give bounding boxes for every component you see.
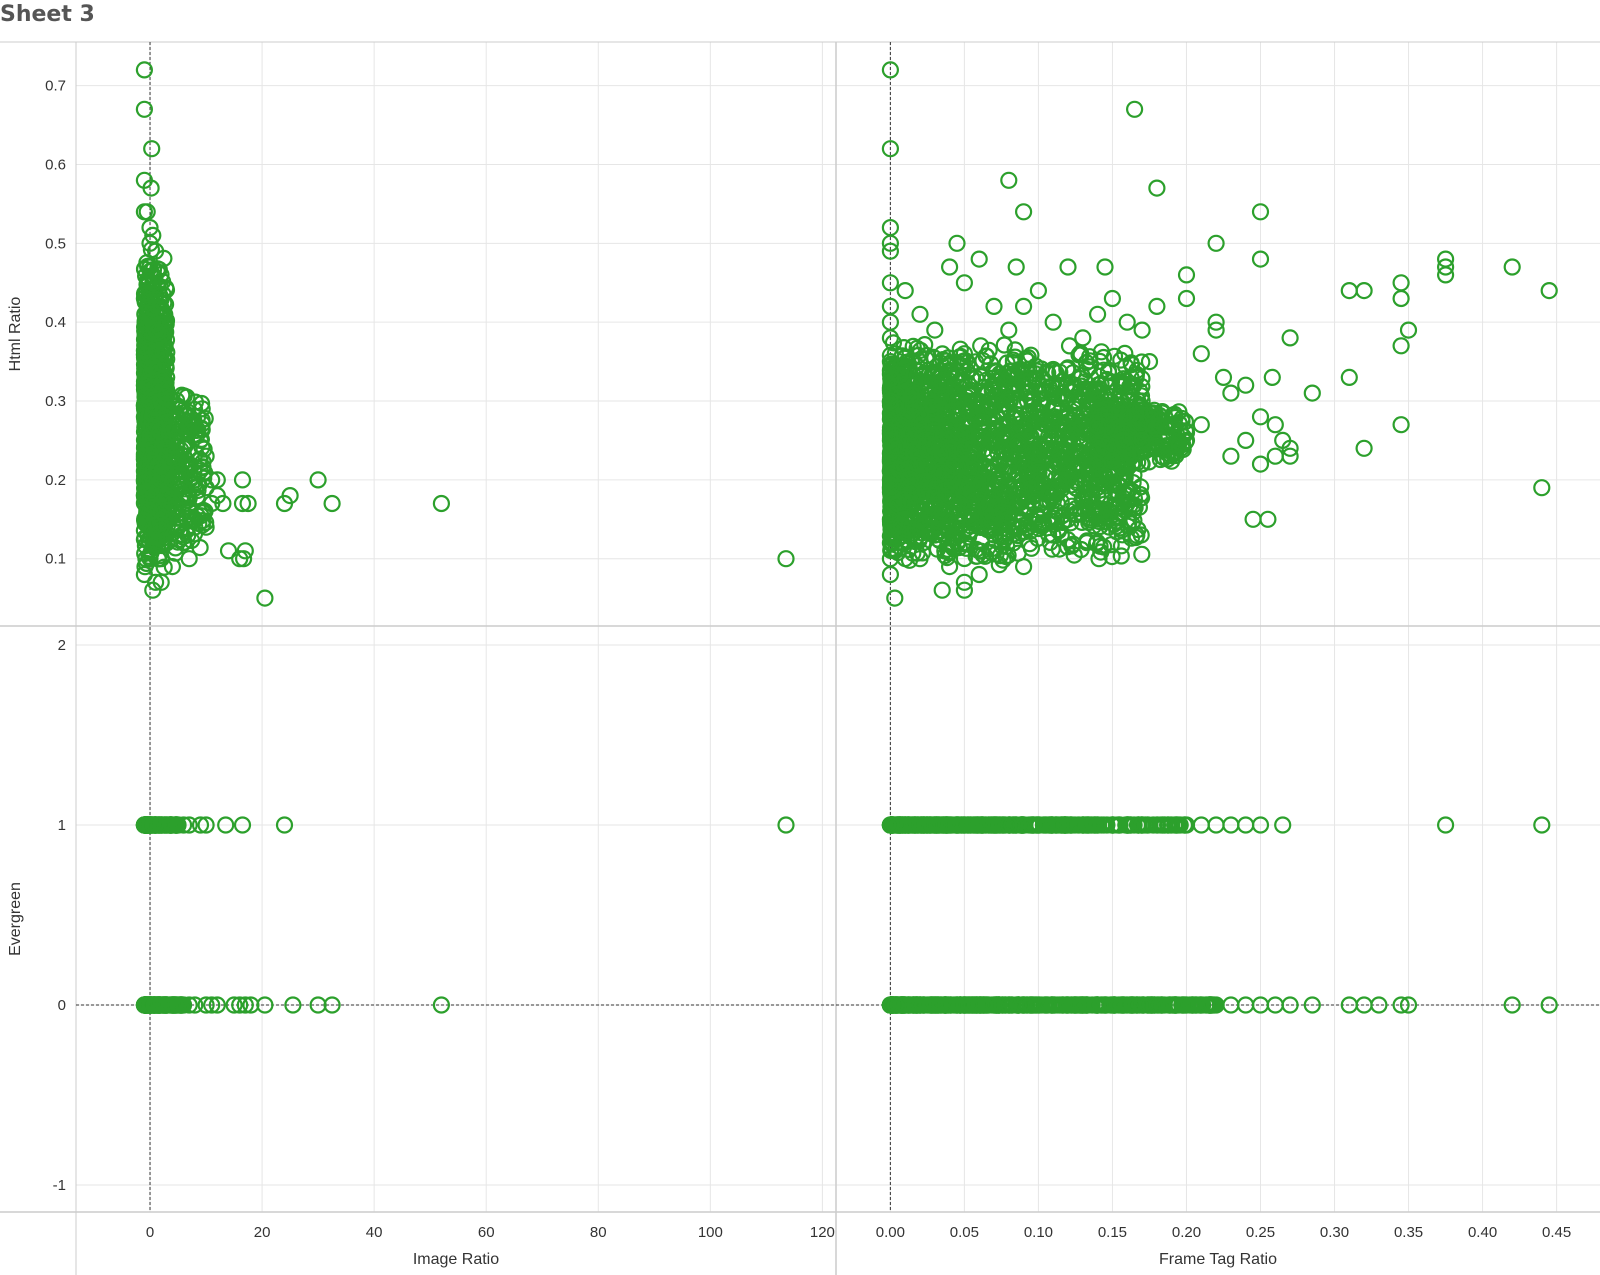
data-point bbox=[1266, 416, 1284, 434]
data-point bbox=[1014, 297, 1033, 315]
data-point bbox=[1222, 447, 1240, 465]
data-point bbox=[1148, 297, 1166, 315]
data-point bbox=[1096, 258, 1114, 276]
x-tick-label: 0.15 bbox=[1098, 1224, 1127, 1241]
x-tick-label: 0.00 bbox=[876, 1224, 905, 1241]
dense-point bbox=[148, 323, 167, 341]
data-point bbox=[1088, 305, 1107, 323]
data-point bbox=[432, 494, 450, 513]
data-point bbox=[1392, 337, 1410, 355]
dense-point bbox=[1133, 545, 1151, 563]
y-axis-title: Evergreen bbox=[7, 882, 24, 956]
dense-point bbox=[195, 440, 213, 458]
data-point bbox=[256, 589, 274, 607]
x-tick-label: 40 bbox=[366, 1224, 383, 1241]
data-point bbox=[886, 589, 904, 607]
x-tick-label: 0.10 bbox=[1024, 1224, 1053, 1241]
x-tick-label: 0.35 bbox=[1394, 1224, 1423, 1241]
data-point bbox=[1503, 258, 1521, 276]
y-tick-label: -1 bbox=[53, 1177, 66, 1194]
data-point bbox=[1222, 384, 1240, 402]
y-tick-label: 0.7 bbox=[45, 78, 66, 95]
data-point bbox=[1007, 258, 1025, 276]
y-tick-label: 0.1 bbox=[45, 551, 66, 568]
data-point bbox=[323, 494, 341, 513]
data-point bbox=[1000, 321, 1018, 339]
data-point bbox=[1263, 368, 1281, 386]
data-point bbox=[1355, 439, 1373, 457]
data-point bbox=[1392, 416, 1410, 434]
x-axis-title: Frame Tag Ratio bbox=[1159, 1251, 1277, 1268]
data-point bbox=[911, 305, 929, 323]
x-tick-label: 0.30 bbox=[1320, 1224, 1349, 1241]
x-tick-label: 0.25 bbox=[1246, 1224, 1275, 1241]
dense-point bbox=[139, 318, 157, 336]
x-tick-label: 0.05 bbox=[950, 1224, 979, 1241]
data-point bbox=[1237, 431, 1255, 449]
x-tick-label: 100 bbox=[698, 1224, 723, 1241]
data-point bbox=[1533, 479, 1551, 497]
sheet-title: Sheet 3 bbox=[0, 2, 95, 27]
y-axis-title: Html Ratio bbox=[7, 297, 24, 372]
y-tick-label: 0.4 bbox=[45, 314, 66, 331]
dense-point bbox=[180, 423, 198, 441]
y-tick-label: 2 bbox=[58, 637, 66, 654]
data-point bbox=[1266, 447, 1284, 465]
data-point bbox=[1340, 368, 1358, 386]
dense-point bbox=[136, 342, 154, 360]
data-point bbox=[1281, 329, 1299, 347]
x-axis-title: Image Ratio bbox=[413, 1251, 499, 1268]
x-tick-label: 0.40 bbox=[1468, 1224, 1497, 1241]
data-point bbox=[1125, 100, 1144, 118]
data-point bbox=[896, 282, 914, 300]
data-point bbox=[1303, 384, 1321, 402]
data-point bbox=[1192, 345, 1210, 363]
data-point bbox=[143, 140, 161, 158]
data-point bbox=[1148, 179, 1166, 197]
data-point bbox=[1014, 557, 1033, 576]
dense-point bbox=[153, 373, 171, 392]
data-point bbox=[940, 258, 959, 276]
dense-point bbox=[152, 327, 170, 345]
dense-point bbox=[188, 488, 206, 506]
data-point bbox=[1059, 258, 1077, 276]
x-tick-label: 80 bbox=[590, 1224, 607, 1241]
data-point bbox=[933, 581, 951, 599]
x-tick-label: 120 bbox=[810, 1224, 835, 1241]
y-tick-label: 0.3 bbox=[45, 393, 66, 410]
data-point bbox=[1392, 289, 1410, 308]
data-point bbox=[985, 297, 1003, 315]
dense-point bbox=[144, 267, 162, 285]
x-tick-label: 20 bbox=[254, 1224, 271, 1241]
data-point bbox=[1000, 171, 1018, 189]
data-point bbox=[1133, 321, 1151, 339]
data-point bbox=[1392, 274, 1410, 292]
y-tick-label: 1 bbox=[58, 817, 66, 834]
y-tick-label: 0.2 bbox=[45, 472, 66, 489]
data-point bbox=[1074, 329, 1092, 347]
data-point bbox=[1014, 203, 1033, 221]
data-point bbox=[1237, 376, 1255, 394]
dense-point bbox=[151, 293, 169, 311]
data-point bbox=[1192, 416, 1210, 434]
x-tick-label: 0.45 bbox=[1542, 1224, 1571, 1241]
data-point bbox=[1355, 282, 1373, 300]
data-point bbox=[1259, 510, 1277, 528]
x-tick-label: 0 bbox=[146, 1224, 154, 1241]
x-tick-label: 60 bbox=[478, 1224, 495, 1241]
data-point bbox=[926, 321, 944, 339]
y-tick-label: 0 bbox=[58, 997, 66, 1014]
data-point bbox=[1340, 282, 1358, 300]
data-point bbox=[1244, 510, 1262, 528]
y-tick-label: 0.6 bbox=[45, 156, 66, 173]
data-point bbox=[970, 250, 988, 268]
data-point bbox=[970, 565, 988, 584]
dense-point bbox=[144, 261, 163, 279]
data-point bbox=[1540, 282, 1558, 300]
x-tick-label: 0.20 bbox=[1172, 1224, 1201, 1241]
data-point bbox=[1214, 368, 1233, 386]
y-tick-label: 0.5 bbox=[45, 235, 66, 252]
dense-point bbox=[196, 409, 214, 428]
